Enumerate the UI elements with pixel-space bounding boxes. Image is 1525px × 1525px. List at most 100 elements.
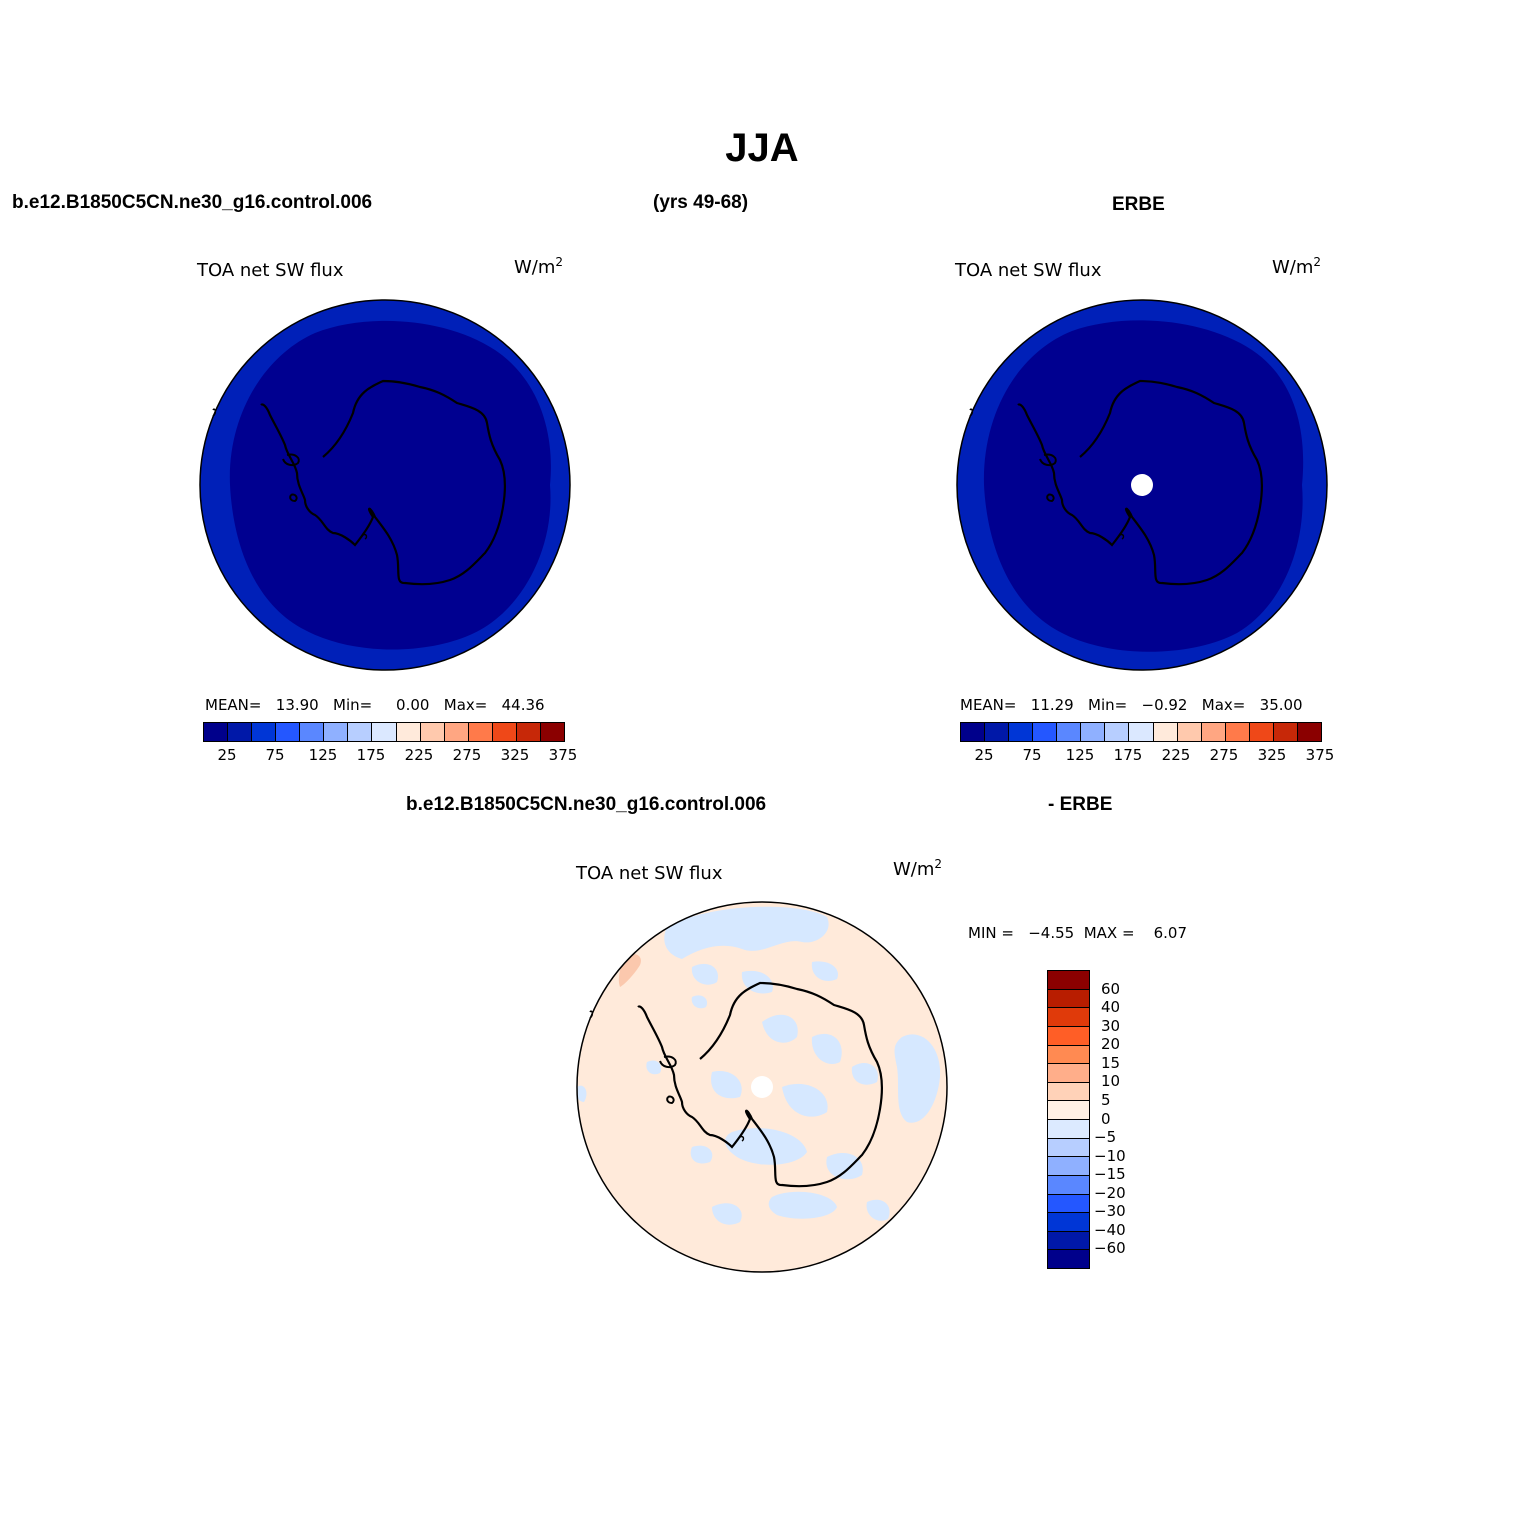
colorbar-swatch [492,723,517,741]
colorbar-tick-label: −20 [1094,1183,1126,1202]
colorbar-tick-label: 60 [1101,979,1121,998]
colorbar-swatch [540,723,564,741]
colorbar-tick-label: 75 [265,746,285,764]
colorbar-tick-label: 25 [974,746,994,764]
page-title: JJA [725,126,799,170]
colorbar-swatch [1048,1250,1089,1268]
colorbar-swatch [1081,723,1106,741]
colorbar-tick-label: 375 [1305,746,1335,764]
colorbar-swatch [228,723,253,741]
colorbar-swatch [1129,723,1154,741]
colorbar-swatch [396,723,421,741]
model-polar-map [199,299,571,671]
colorbar-tick-label: 0 [1101,1109,1111,1128]
colorbar-swatch [1048,1175,1089,1195]
colorbar-tick-label: 275 [1209,746,1239,764]
colorbar-swatch [1048,989,1089,1009]
colorbar-swatch [1048,971,1089,990]
colorbar-tick-label: 325 [500,746,530,764]
colorbar-tick-label: 275 [452,746,482,764]
diff-stats: MIN = −4.55 MAX = 6.07 [968,924,1188,942]
model-case-name: b.e12.B1850C5CN.ne30_g16.control.006 [12,192,373,213]
colorbar-tick-label: 125 [308,746,338,764]
colorbar-tick-label: 10 [1101,1072,1121,1091]
obs-colorbar [960,722,1322,742]
colorbar-swatch [1048,1138,1089,1158]
colorbar-swatch [276,723,301,741]
colorbar-swatch [1225,723,1250,741]
colorbar-swatch [1048,1064,1089,1083]
colorbar-swatch [300,723,325,741]
colorbar-swatch [1048,1120,1089,1139]
obs-polar-map [956,299,1328,671]
diff-polar-map [576,901,948,1273]
colorbar-swatch [1048,1101,1089,1120]
years-label: (yrs 49-68) [653,192,749,213]
colorbar-swatch [985,723,1010,741]
model-antarctica-coastline [260,379,506,586]
diff-case-name: b.e12.B1850C5CN.ne30_g16.control.006 [406,794,767,815]
colorbar-swatch [1201,723,1226,741]
model-variable-label: TOA net SW flux [197,260,344,281]
colorbar-tick-label: −30 [1094,1202,1126,1221]
diff-negative-regions [577,906,941,1225]
obs-units-label: W/m2 [1272,255,1322,278]
obs-missing-pole [1131,474,1153,496]
colorbar-tick-label: 375 [548,746,578,764]
colorbar-swatch [1177,723,1202,741]
diff-units-label: W/m2 [893,857,943,880]
colorbar-swatch [1105,723,1130,741]
colorbar-swatch [961,723,986,741]
colorbar-swatch [252,723,277,741]
colorbar-tick-label: −40 [1094,1220,1126,1239]
colorbar-tick-label: 175 [356,746,386,764]
colorbar-tick-label: −5 [1094,1128,1117,1147]
diff-variable-label: TOA net SW flux [576,863,723,884]
colorbar-swatch [468,723,493,741]
colorbar-swatch [348,723,373,741]
colorbar-swatch [1048,1045,1089,1065]
colorbar-tick-label: 325 [1257,746,1287,764]
colorbar-tick-label: 25 [217,746,237,764]
colorbar-tick-label: −60 [1094,1239,1126,1258]
colorbar-swatch [1048,1194,1089,1214]
colorbar-tick-label: 15 [1101,1053,1121,1072]
colorbar-tick-label: 40 [1101,998,1121,1017]
colorbar-swatch [1273,723,1298,741]
colorbar-tick-label: 225 [1161,746,1191,764]
colorbar-swatch [1048,1026,1089,1046]
obs-antarctica-coastline [1017,379,1263,586]
colorbar-tick-label: 20 [1101,1035,1121,1054]
colorbar-swatch [1048,1213,1089,1232]
colorbar-tick-label: 30 [1101,1016,1121,1035]
colorbar-tick-label: −15 [1094,1165,1126,1184]
colorbar-tick-label: 175 [1113,746,1143,764]
diff-antarctica-coastline [637,981,883,1188]
model-inner-field [229,320,551,650]
colorbar-swatch [324,723,349,741]
colorbar-swatch [1048,1008,1089,1027]
colorbar-swatch [1048,1082,1089,1102]
model-stats: MEAN= 13.90 Min= 0.00 Max= 44.36 [205,696,545,714]
diff-missing-pole [751,1076,773,1098]
colorbar-swatch [516,723,541,741]
model-colorbar [203,722,565,742]
colorbar-tick-label: 125 [1065,746,1095,764]
colorbar-tick-label: 75 [1022,746,1042,764]
diff-colorbar [1047,970,1090,1269]
diff-obs-name: - ERBE [1048,794,1113,815]
colorbar-swatch [1033,723,1058,741]
colorbar-tick-label: −10 [1094,1146,1126,1165]
colorbar-swatch [1153,723,1178,741]
colorbar-swatch [1048,1157,1089,1176]
colorbar-tick-label: 225 [404,746,434,764]
colorbar-swatch [204,723,229,741]
colorbar-swatch [1297,723,1321,741]
colorbar-tick-label: 5 [1101,1090,1111,1109]
obs-stats: MEAN= 11.29 Min= −0.92 Max= 35.00 [960,696,1303,714]
colorbar-swatch [1048,1231,1089,1251]
colorbar-swatch [444,723,469,741]
colorbar-swatch [1249,723,1274,741]
obs-name: ERBE [1112,194,1165,215]
colorbar-swatch [420,723,445,741]
